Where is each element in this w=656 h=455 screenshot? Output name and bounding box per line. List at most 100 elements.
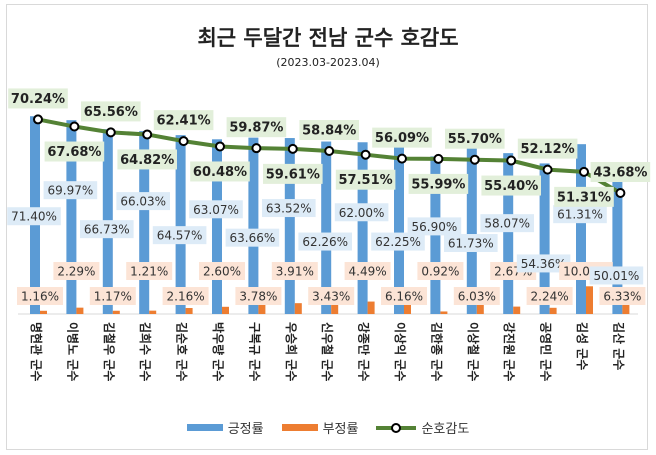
label-negative: 6.33% <box>603 290 641 304</box>
bar-negative <box>258 303 266 314</box>
label-negative: 1.21% <box>130 265 168 279</box>
legend-item-positive: 긍정률 <box>186 418 264 437</box>
bar-positive <box>212 139 222 314</box>
label-negative-bg <box>17 287 63 305</box>
net-point <box>615 188 626 199</box>
bar-negative <box>549 307 557 314</box>
net-point <box>33 114 43 125</box>
label-net-bg <box>153 110 214 131</box>
bar-negative <box>294 303 302 314</box>
bar-positive <box>175 135 186 314</box>
legend-swatch <box>281 424 318 431</box>
bar-negative <box>112 310 120 314</box>
label-net-bg <box>335 169 396 190</box>
legend: 긍정률 부정률 순호감도 <box>0 418 656 437</box>
net-point <box>287 143 298 154</box>
x-tick-label: 구복규 군수 <box>247 322 261 381</box>
bar-negative <box>404 296 411 314</box>
label-positive-bg <box>553 205 607 224</box>
label-negative: 1.16% <box>21 290 59 304</box>
label-net-bg <box>554 186 614 207</box>
label-positive-bg <box>43 181 98 200</box>
label-net-bg <box>81 101 141 122</box>
label-net-bg <box>299 120 359 141</box>
bar-negative <box>185 308 193 314</box>
label-net-bg <box>226 117 287 138</box>
label-positive: 50.01% <box>594 269 640 283</box>
bar-positive <box>612 175 623 314</box>
label-positive: 66.03% <box>120 195 166 209</box>
label-positive-bg <box>262 199 316 218</box>
label-positive: 61.31% <box>557 208 603 222</box>
x-tick-label: 김희수 군수 <box>138 322 153 381</box>
x-tick-label: 우승희 군수 <box>284 322 299 381</box>
net-point <box>360 149 371 160</box>
label-positive-bg <box>407 217 462 236</box>
label-negative: 2.24% <box>531 290 569 304</box>
x-tick-label: 이상철 군수 <box>466 322 481 381</box>
net-point <box>433 153 444 164</box>
x-tick-label: 김성 군수 <box>575 322 590 370</box>
x-tick-label: 김산 군수 <box>611 322 626 370</box>
label-positive: 56.90% <box>412 220 458 234</box>
legend-line-marker <box>376 422 417 433</box>
bar-negative <box>622 296 630 314</box>
label-net: 43.68% <box>593 166 647 181</box>
label-net-bg <box>590 162 651 183</box>
net-point <box>69 121 80 132</box>
label-negative-bg <box>381 287 427 305</box>
label-net-bg <box>190 161 250 182</box>
label-negative-bg <box>53 262 100 280</box>
label-net: 55.70% <box>448 132 502 147</box>
bar-positive <box>539 163 550 314</box>
label-net-bg <box>263 163 323 184</box>
label-positive-bg <box>516 254 571 273</box>
label-positive-bg <box>444 234 498 253</box>
chart-frame <box>6 4 648 450</box>
legend-label: 부정률 <box>322 422 359 437</box>
label-positive: 66.73% <box>84 223 130 237</box>
label-negative: 3.78% <box>239 290 277 304</box>
x-tick-label: 이병노 군수 <box>65 322 80 381</box>
bar-negative <box>586 286 593 314</box>
label-negative-bg <box>235 287 282 305</box>
label-positive: 71.40% <box>11 210 57 224</box>
bar-positive <box>139 131 150 314</box>
bar-positive <box>248 137 259 314</box>
bar-negative <box>76 307 84 314</box>
x-tick-label: 김철우 군수 <box>102 322 117 381</box>
label-negative-bg <box>526 287 573 305</box>
label-net: 60.48% <box>193 165 247 180</box>
legend-label: 긍정률 <box>227 422 264 437</box>
bar-negative <box>367 301 375 314</box>
label-positive: 62.25% <box>375 235 421 249</box>
bar-positive <box>284 138 295 314</box>
label-net-bg <box>481 175 541 196</box>
bar-negative <box>222 306 229 314</box>
bar-negative <box>40 310 47 314</box>
label-net: 59.61% <box>266 167 320 182</box>
x-tick-label: 이상익 군수 <box>393 322 408 381</box>
label-positive-bg <box>334 203 389 222</box>
label-negative: 2.29% <box>57 265 95 279</box>
label-negative: 3.43% <box>312 290 350 304</box>
label-positive: 62.00% <box>339 206 385 220</box>
label-negative-bg <box>344 262 391 280</box>
bar-positive <box>66 120 77 314</box>
label-negative-bg <box>271 262 318 280</box>
bar-negative <box>149 310 157 314</box>
label-net: 58.84% <box>302 124 356 139</box>
x-tick-label: 공영민 군수 <box>539 322 554 381</box>
label-negative-bg <box>89 287 136 305</box>
legend-swatch <box>186 424 223 431</box>
bar-positive <box>357 142 368 314</box>
label-negative: 1.17% <box>94 290 132 304</box>
label-positive: 58.07% <box>484 217 530 231</box>
label-net: 62.41% <box>157 114 211 129</box>
label-net: 55.40% <box>484 179 538 194</box>
bar-positive <box>394 141 404 314</box>
net-point <box>324 146 335 157</box>
legend-label: 순호감도 <box>421 422 470 437</box>
label-net: 51.31% <box>557 190 611 205</box>
net-point <box>579 166 589 177</box>
